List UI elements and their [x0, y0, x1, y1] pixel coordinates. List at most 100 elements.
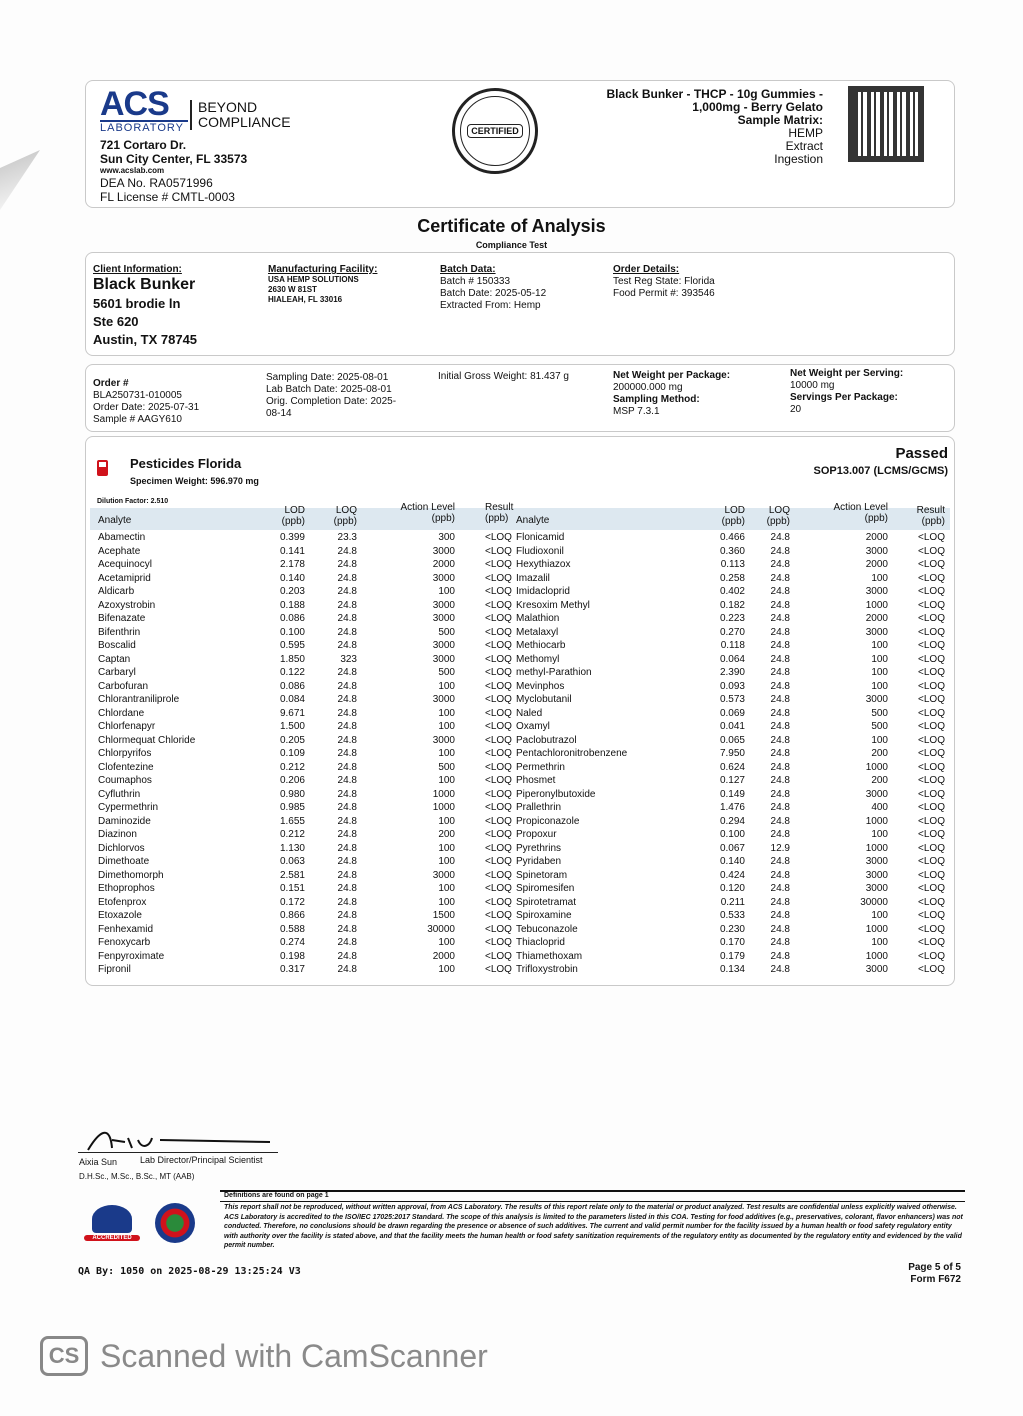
lod-value: 0.866 — [279, 910, 305, 921]
lod-value: 0.985 — [279, 802, 305, 813]
analyte-name: Aldicarb — [98, 586, 135, 597]
definitions-note: Definitions are found on page 1 — [224, 1192, 329, 1199]
result-value: <LOQ — [918, 586, 945, 597]
action-value: 100 — [438, 842, 455, 854]
result-value: <LOQ — [485, 761, 512, 773]
lod-value: 0.100 — [719, 829, 745, 840]
lab-address: 721 Cortaro Dr. Sun City Center, FL 3357… — [100, 138, 248, 204]
analyte-name: Fenoxycarb — [98, 937, 151, 948]
analyte-name: Fenpyroximate — [98, 950, 165, 962]
action-value: 100 — [438, 964, 455, 975]
batch-info: Batch Data: Batch # 150333 Batch Date: 2… — [440, 264, 547, 311]
lod-value: 9.671 — [279, 707, 305, 719]
loq-value: 24.8 — [770, 572, 790, 584]
method: SOP13.007 (LCMS/GCMS) — [813, 465, 948, 477]
result-value: <LOQ — [485, 599, 512, 611]
result-value: <LOQ — [918, 640, 945, 651]
lod-value: 0.140 — [719, 856, 745, 867]
lod-value: 0.170 — [719, 937, 745, 948]
analyte-name: Hexythiazox — [516, 559, 571, 570]
loq-value: 24.8 — [337, 748, 357, 759]
analyte-name: Malathion — [516, 613, 560, 624]
lod-value: 0.064 — [719, 653, 745, 665]
lod-value: 0.086 — [279, 680, 305, 692]
lod-value: 0.294 — [719, 815, 745, 827]
action-value: 3000 — [432, 613, 455, 624]
result-value: <LOQ — [485, 613, 512, 624]
tagline: BEYOND COMPLIANCE — [190, 100, 291, 130]
action-value: 100 — [438, 775, 455, 786]
lod-value: 0.182 — [719, 599, 745, 611]
action-value: 100 — [871, 937, 888, 948]
loq-value: 24.8 — [770, 788, 790, 800]
page-title: Certificate of Analysis — [417, 216, 606, 236]
website-link[interactable]: www.acslab.com — [100, 166, 165, 175]
result-value: <LOQ — [918, 680, 945, 692]
action-value: 3000 — [432, 545, 455, 557]
result-value: <LOQ — [485, 694, 512, 705]
loq-value: 24.8 — [770, 734, 790, 746]
lod-value: 1.130 — [279, 842, 305, 854]
analyte-name: Acequinocyl — [98, 559, 152, 570]
loq-value: 24.8 — [770, 667, 790, 678]
result-value: <LOQ — [485, 532, 512, 543]
loq-value: 24.8 — [770, 613, 790, 624]
result-value: <LOQ — [485, 842, 512, 854]
camscanner-logo: CS — [40, 1336, 88, 1376]
loq-value: 24.8 — [770, 761, 790, 773]
lod-value: 0.141 — [279, 545, 305, 557]
loq-value: 24.8 — [337, 842, 357, 854]
signer-name: Aixia Sun — [79, 1157, 118, 1167]
result-value: <LOQ — [918, 788, 945, 800]
analyte-name: Bifenazate — [98, 613, 146, 624]
analyte-name: Dimethoate — [98, 856, 150, 867]
lod-value: 0.588 — [279, 923, 305, 935]
action-value: 100 — [438, 856, 455, 867]
result-value: <LOQ — [918, 869, 945, 881]
analyte-name: Cyfluthrin — [98, 788, 141, 800]
result-value: <LOQ — [918, 545, 945, 557]
loq-value: 24.8 — [770, 896, 790, 908]
lod-value: 0.172 — [279, 896, 305, 908]
action-value: 1000 — [865, 842, 888, 854]
action-value: 3000 — [865, 856, 888, 867]
result-value: <LOQ — [918, 721, 945, 732]
order-details: Order Details: Test Reg State: Florida F… — [613, 264, 715, 299]
action-value: 3000 — [432, 572, 455, 584]
analyte-name: Myclobutanil — [516, 694, 572, 705]
loq-value: 24.8 — [337, 896, 357, 908]
qr-code[interactable] — [848, 86, 924, 162]
result-value: <LOQ — [918, 613, 945, 624]
lod-value: 0.466 — [719, 532, 745, 543]
loq-value: 24.8 — [337, 667, 357, 678]
analyte-name: Propoxur — [516, 829, 557, 840]
analyte-name: Carbofuran — [98, 680, 149, 692]
certified-seal: CERTIFIED — [452, 88, 538, 174]
footer-rule — [220, 1190, 965, 1192]
lod-value: 0.084 — [279, 694, 305, 705]
analyte-name: Carbaryl — [98, 667, 136, 678]
lod-value: 1.500 — [279, 721, 305, 732]
result-value: <LOQ — [485, 950, 512, 962]
loq-value: 24.8 — [770, 802, 790, 813]
analyte-name: Trifloxystrobin — [516, 964, 578, 975]
lod-value: 0.179 — [719, 950, 745, 962]
analyte-name: Fludioxonil — [516, 545, 564, 557]
order-box — [85, 364, 955, 432]
lod-value: 0.203 — [279, 586, 305, 597]
result-value: <LOQ — [485, 815, 512, 827]
lod-value: 0.595 — [279, 640, 305, 651]
result-value: <LOQ — [918, 815, 945, 827]
analyte-name: Chlormequat Chloride — [98, 734, 196, 746]
lod-value: 0.198 — [279, 950, 305, 962]
header-unit: (ppb) — [333, 516, 357, 527]
loq-value: 24.8 — [770, 653, 790, 665]
lod-value: 0.100 — [279, 626, 305, 638]
action-value: 1000 — [865, 815, 888, 827]
order-info: Order # BLA250731-010005 Order Date: 202… — [93, 378, 200, 425]
loq-value: 24.8 — [770, 775, 790, 786]
action-value: 100 — [438, 680, 455, 692]
loq-value: 23.3 — [337, 532, 357, 543]
action-value: 100 — [871, 667, 888, 678]
lod-value: 0.533 — [719, 910, 745, 921]
